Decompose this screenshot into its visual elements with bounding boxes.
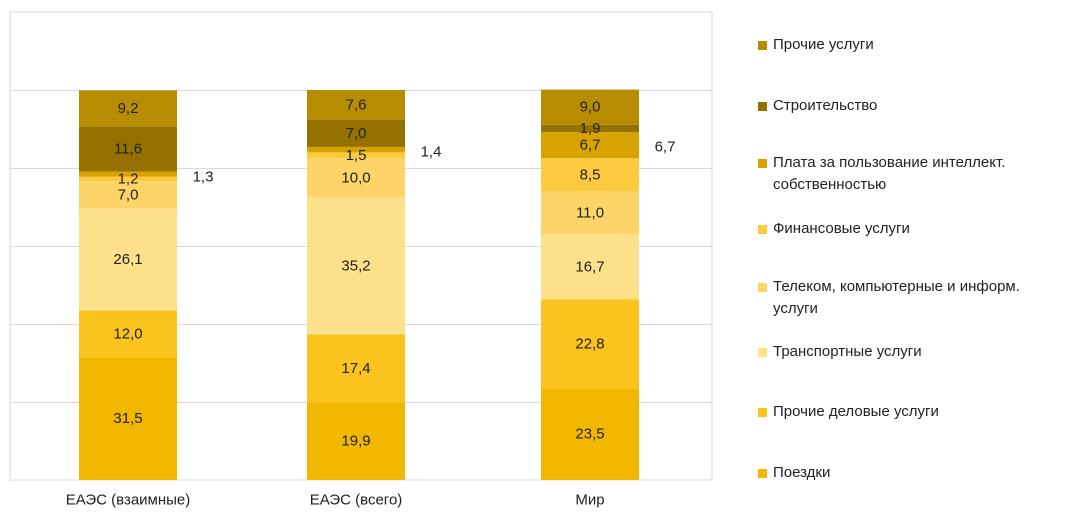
bar-segment xyxy=(79,171,177,177)
bar-segment xyxy=(307,152,405,159)
bar-segment xyxy=(541,388,639,480)
data-label: 31,5 xyxy=(113,410,142,427)
bar-segment xyxy=(541,299,639,389)
data-label: 16,7 xyxy=(575,258,604,275)
bar-segment xyxy=(307,146,405,153)
legend-item-construction: Строительство xyxy=(758,95,877,117)
outside-data-label: 1,4 xyxy=(421,144,442,161)
bar-segment xyxy=(79,126,177,172)
data-label: 1,2 xyxy=(118,170,139,187)
data-label: 26,1 xyxy=(113,251,142,268)
data-label: 11,0 xyxy=(576,204,604,221)
legend-label: Прочие деловые услуги xyxy=(773,403,939,420)
legend-swatch xyxy=(758,408,767,417)
legend-label: Транспортные услуги xyxy=(773,343,922,360)
bar-segment xyxy=(79,357,177,480)
legend-label: Строительство xyxy=(773,97,878,114)
legend-swatch xyxy=(758,283,767,292)
legend-swatch xyxy=(758,348,767,357)
x-tick-label: ЕАЭС (взаимные) xyxy=(66,492,191,509)
outside-data-label: 6,7 xyxy=(655,139,676,156)
data-label: 19,9 xyxy=(341,433,370,450)
legend-swatch xyxy=(758,102,767,111)
legend-item-telecom-services: Телеком, компьютерные и информ. услуги xyxy=(758,276,1020,320)
stacked-bar-chart: 31,512,026,17,01,211,69,219,917,435,210,… xyxy=(9,11,713,509)
data-label: 7,0 xyxy=(118,186,139,203)
data-label: 11,6 xyxy=(114,140,142,157)
data-label: 7,0 xyxy=(346,125,367,142)
data-label: 9,2 xyxy=(118,100,139,117)
data-label: 1,9 xyxy=(580,120,601,137)
data-label: 23,5 xyxy=(575,426,604,443)
legend-swatch xyxy=(758,159,767,168)
x-tick-label: Мир xyxy=(575,492,604,509)
bar-segment xyxy=(541,158,639,192)
legend-label: Прочие услуги xyxy=(773,36,874,53)
data-label: 6,7 xyxy=(580,137,601,154)
legend-item-financial-services: Финансовые услуги xyxy=(758,218,910,240)
bar-segment xyxy=(307,402,405,480)
bar-segment xyxy=(79,310,177,358)
data-label: 10,0 xyxy=(341,169,370,186)
legend-label: Плата за пользование интеллект. собствен… xyxy=(773,154,1006,193)
legend-swatch xyxy=(758,41,767,50)
bar-segment xyxy=(541,191,639,235)
chart-legend: Прочие услуги Строительство Плата за пол… xyxy=(758,0,1078,514)
bar-segment xyxy=(307,119,405,147)
outside-data-label: 1,3 xyxy=(193,169,214,186)
bar-segment xyxy=(79,181,177,209)
data-label: 22,8 xyxy=(575,335,604,352)
legend-swatch xyxy=(758,225,767,234)
data-label: 9,0 xyxy=(580,99,601,116)
data-label: 12,0 xyxy=(113,325,142,342)
bar-segment xyxy=(79,208,177,311)
data-label: 1,5 xyxy=(346,147,367,164)
bar-segment xyxy=(541,124,639,133)
bar-segment xyxy=(541,234,639,300)
data-label: 35,2 xyxy=(341,257,370,274)
legend-item-other-business-services: Прочие деловые услуги xyxy=(758,401,939,423)
legend-swatch xyxy=(758,469,767,478)
data-label: 8,5 xyxy=(580,166,601,183)
bar-segment xyxy=(79,90,177,127)
bar-segment xyxy=(541,132,639,159)
data-label: 17,4 xyxy=(341,360,370,377)
legend-item-other-services: Прочие услуги xyxy=(758,34,874,56)
bar-segment xyxy=(307,197,405,335)
legend-label: Поездки xyxy=(773,464,831,481)
bar-segment xyxy=(307,334,405,403)
legend-label: Финансовые услуги xyxy=(773,220,910,237)
legend-item-ip-charges: Плата за пользование интеллект. собствен… xyxy=(758,152,1005,196)
legend-item-travel: Поездки xyxy=(758,462,830,484)
bar-segment xyxy=(79,176,177,182)
legend-label: Телеком, компьютерные и информ. услуги xyxy=(773,278,1020,317)
legend-item-transport-services: Транспортные услуги xyxy=(758,341,922,363)
bar-segment xyxy=(307,90,405,120)
bar-segment xyxy=(307,158,405,198)
x-tick-label: ЕАЭС (всего) xyxy=(310,492,403,509)
data-label: 7,6 xyxy=(346,96,367,113)
bar-segment xyxy=(541,89,639,125)
